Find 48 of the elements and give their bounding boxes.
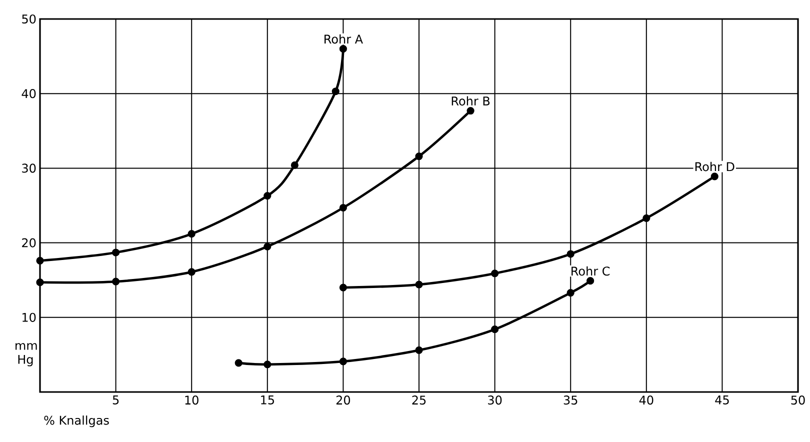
point <box>642 214 650 222</box>
point <box>264 242 272 250</box>
x-tick-label: 5 <box>112 396 119 404</box>
x-tick-label: 15 <box>261 396 274 404</box>
point <box>466 106 474 115</box>
y-tick-label: 10 <box>22 312 36 322</box>
x-tick-label: 45 <box>715 396 729 404</box>
point <box>290 161 298 170</box>
x-tick-label: 40 <box>639 396 654 405</box>
point <box>415 280 423 288</box>
point <box>36 256 44 265</box>
point <box>112 278 120 286</box>
point <box>566 250 574 258</box>
point <box>188 268 196 276</box>
point <box>710 172 718 180</box>
y-axis-title: mm Hg <box>16 343 37 366</box>
point <box>586 277 594 285</box>
y-tick-label: 30 <box>22 164 36 173</box>
x-tick-label: 25 <box>412 396 426 405</box>
x-axis-title: % Knallgas <box>44 416 109 428</box>
point <box>415 346 423 354</box>
point <box>234 359 242 367</box>
point <box>36 278 44 286</box>
series-label: Rohr B <box>452 96 490 106</box>
series-label: Rohr D <box>695 162 734 172</box>
series-label: Rohr C <box>572 266 610 276</box>
point <box>339 204 348 212</box>
x-tick-label: 10 <box>185 396 198 405</box>
point <box>339 45 348 53</box>
point <box>566 288 574 297</box>
point <box>491 326 499 334</box>
point <box>264 192 272 200</box>
point <box>339 358 348 366</box>
x-tick-label: 35 <box>564 396 578 405</box>
y-tick-label: 50 <box>22 14 36 24</box>
point <box>112 248 120 256</box>
point <box>339 284 348 292</box>
x-tick-label: 30 <box>488 396 502 405</box>
y-tick-label: 20 <box>22 238 36 248</box>
point <box>415 152 423 160</box>
point <box>491 270 499 278</box>
x-tick-label: 20 <box>336 396 350 405</box>
x-tick-label: 50 <box>791 396 805 405</box>
series-label: Rohr A <box>324 34 363 44</box>
y-tick-label: 40 <box>22 89 36 98</box>
point <box>264 360 272 368</box>
point <box>188 230 196 238</box>
point <box>332 88 340 96</box>
